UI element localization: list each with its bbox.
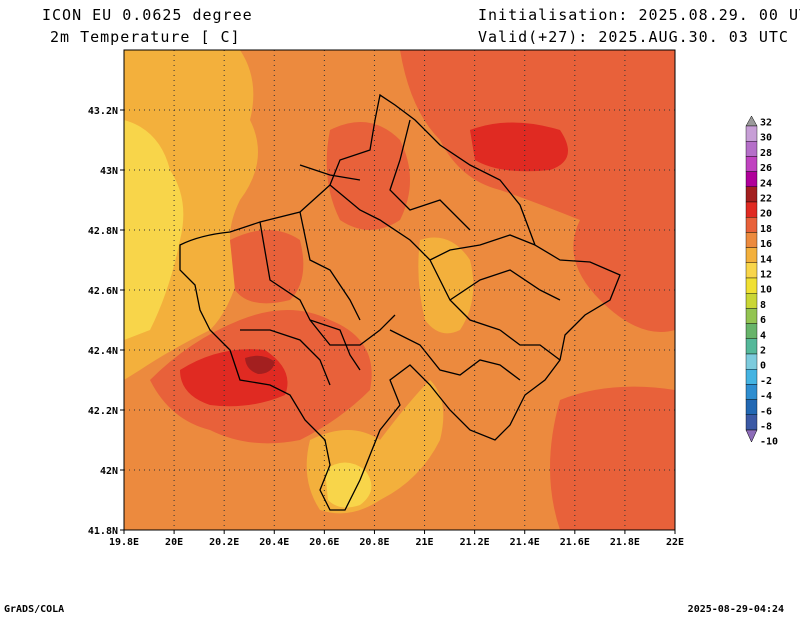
region-border [299,211,361,321]
colorbar-level-label: 24 [760,178,772,189]
region-border [389,119,471,231]
lat-tick-label: 42.8N [88,226,118,237]
grid-lines [124,50,675,530]
colorbar-level-label: 4 [760,330,766,341]
lat-tick-label: 43.2N [88,106,118,117]
lon-tick-label: 20.2E [209,537,239,548]
lon-tick-label: 21.8E [610,537,640,548]
lon-tick-label: 19.8E [109,537,139,548]
colorbar-swatch [745,308,758,324]
model-title: ICON EU 0.0625 degree [42,6,253,24]
lat-tick-label: 42.2N [88,406,118,417]
lon-tick-label: 20.8E [359,537,389,548]
lon-tick-label: 20E [165,537,183,548]
colorbar-swatch [745,262,758,279]
colorbar-level-label: -2 [760,376,772,387]
colorbar-top-arrow [745,115,758,127]
colorbar-level-label: 8 [760,300,766,311]
field-southeast-20 [550,386,675,530]
region-border [309,314,396,346]
lat-axis: 41.8N 42N 42.2N 42.4N 42.6N 42.8N 43N 43.2N [88,106,124,537]
field-east-core-22 [470,122,568,172]
field-east-upper-20 [400,50,675,332]
country-border [179,93,621,511]
colorbar-swatch [745,140,758,157]
valid-time: Valid(+27): 2025.AUG.30. 03 UTC [478,28,789,46]
region-border [240,329,331,386]
variable-title: 2m Temperature [ C] [50,28,241,46]
initialisation-time: Initialisation: 2025.08.29. 00 UTC [478,6,800,24]
lon-tick-label: 20.4E [259,537,289,548]
borders [179,93,621,511]
lat-tick-label: 42.4N [88,346,118,357]
colorbar-swatch [745,414,758,431]
colorbar-bottom-arrow [745,429,758,443]
lon-tick-label: 22E [666,537,684,548]
colorbar-level-label: 6 [760,315,766,326]
colorbar-swatch [745,293,758,309]
lon-tick-label: 21.2E [460,537,490,548]
field-southwest-core-22 [245,355,275,374]
colorbar-level-label: 32 [760,118,772,129]
region-border [499,329,561,361]
colorbar-level-label: 26 [760,163,772,174]
colorbar-swatch [745,353,758,370]
colorbar-swatch [745,323,758,340]
colorbar-swatch [745,277,758,294]
colorbar-level-label: 12 [760,270,772,281]
colorbar-level-label: 30 [760,133,772,144]
lat-tick-label: 43N [100,166,118,177]
field-north-center-20 [326,122,410,230]
lon-tick-label: 20.6E [309,537,339,548]
generation-timestamp: 2025-08-29-04:24 [687,604,784,615]
region-border [299,164,361,181]
colorbar-level-label: -8 [760,422,772,433]
software-credit: GrADS/COLA [4,604,65,615]
colorbar-swatch [745,201,758,218]
region-border [429,234,536,261]
lon-axis: 19.8E 20E 20.2E 20.4E 20.6E 20.8E 21E 21.2E 21.4… [109,530,684,548]
colorbar-swatch [745,171,758,188]
lat-tick-label: 42N [100,466,118,477]
colorbar-level-label: 0 [760,361,766,372]
colorbar-swatch [745,384,758,400]
region-border [389,329,521,381]
colorbar-swatch [745,156,758,172]
colorbar-level-label: 22 [760,194,772,205]
colorbar-level-label: 14 [760,254,772,265]
lat-tick-label: 41.8N [88,526,118,537]
lon-tick-label: 21.4E [510,537,540,548]
colorbar-swatch [745,369,758,385]
lon-tick-label: 21E [416,537,434,548]
colorbar-swatch [745,338,758,355]
colorbar-level-label: 28 [760,148,772,159]
colorbar-level-label: 2 [760,346,766,357]
region-border [449,269,561,301]
colorbar-level-label: 10 [760,285,772,296]
colorbar-swatch [745,216,758,233]
lon-tick-label: 21.6E [560,537,590,548]
colorbar-level-label: 16 [760,239,772,250]
lat-tick-label: 42.6N [88,286,118,297]
colorbar-level-label: 20 [760,209,772,220]
colorbar-swatch [745,232,758,248]
temperature-field [124,50,675,530]
region-border [329,184,501,331]
colorbar-swatch [745,125,758,142]
colorbar-swatch [745,247,758,264]
field-center-west-20 [230,230,304,304]
colorbar-swatch [745,399,758,416]
colorbar-level-label: -6 [760,406,772,417]
colorbar-level-label: 18 [760,224,772,235]
field-west-coast-14 [124,120,184,340]
colorbar-swatch [745,186,758,203]
field-south-valley-14 [325,462,372,508]
colorbar-level-label: -4 [760,391,772,402]
colorbar-level-label: -10 [760,437,778,448]
